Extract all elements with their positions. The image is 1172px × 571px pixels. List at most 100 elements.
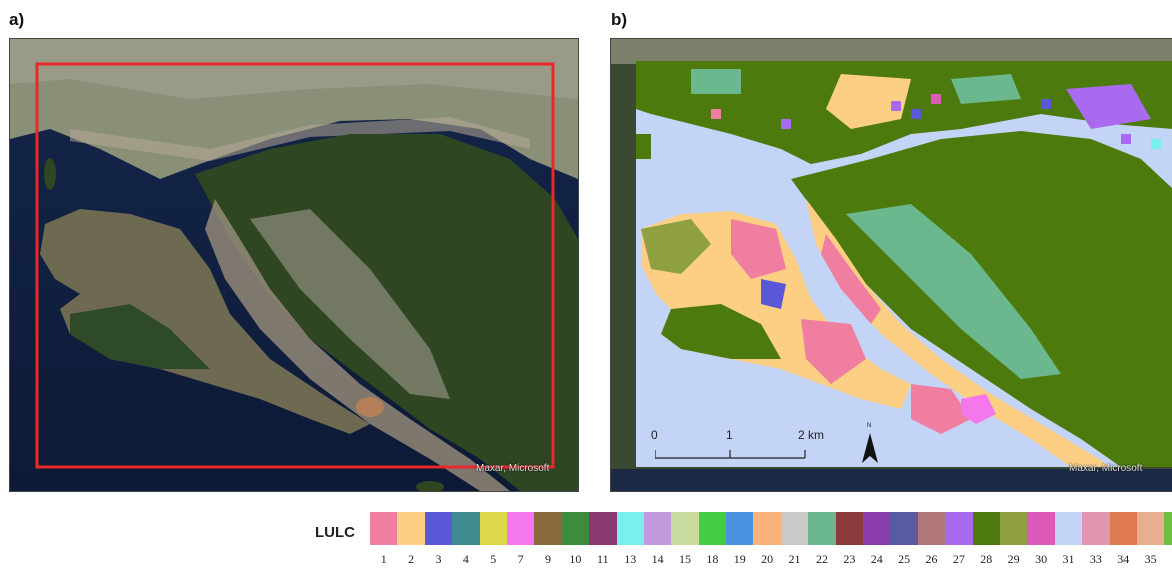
legend-class-code: 30 [1035, 552, 1048, 566]
legend-swatch [835, 512, 864, 545]
legend-item: 5 [479, 512, 507, 567]
legend-swatch [424, 512, 453, 545]
legend-item: 34 [1109, 512, 1137, 567]
legend-swatch [370, 512, 398, 545]
legend-class-code: 31 [1062, 552, 1075, 566]
legend-item: 35 [1136, 512, 1165, 567]
legend-class-code: 22 [815, 552, 828, 566]
legend-class-code: 4 [462, 552, 469, 566]
lulc-map[interactable]: Maxar, Microsoft [610, 38, 1172, 492]
legend-class-code: 23 [843, 552, 856, 566]
legend-item: 20 [753, 512, 781, 567]
legend-class-code: 27 [952, 552, 965, 566]
legend-swatch [671, 512, 699, 545]
legend-swatch [479, 512, 507, 545]
legend-swatch [1054, 512, 1083, 545]
panel-a-label: a) [9, 10, 25, 29]
legend-swatch [917, 512, 946, 545]
legend-swatch [780, 512, 809, 545]
legend-swatch [616, 512, 644, 545]
legend-class-code: 36 [1164, 552, 1172, 567]
legend-swatch [808, 512, 836, 545]
north-label: N [867, 423, 872, 429]
legend-item: 25 [890, 512, 918, 567]
legend-class-code: 14 [651, 552, 664, 566]
panel-b-label: b) [611, 10, 628, 29]
legend-item: 23 [835, 512, 864, 567]
legend-class-code: 10 [569, 552, 582, 566]
legend-title: LULC [315, 524, 355, 541]
legend-class-code: 18 [706, 552, 719, 566]
legend-item: 2 [397, 512, 425, 567]
legend-swatch [589, 512, 617, 545]
scale-tick-1: 1 [726, 428, 733, 442]
legend-item: 27 [945, 512, 973, 567]
legend-item: 33 [1082, 512, 1110, 567]
legend-item: 4 [452, 512, 480, 567]
legend-item: 24 [863, 512, 891, 567]
legend-swatch [972, 512, 1000, 545]
legend-item: 26 [917, 512, 946, 567]
legend-item: 13 [616, 512, 644, 567]
legend-swatch [506, 512, 535, 545]
scale-tick-0: 0 [651, 428, 658, 442]
legend-swatch [1136, 512, 1165, 545]
legend-swatch [1082, 512, 1110, 545]
legend-swatch [1027, 512, 1055, 545]
scale-tick-2: 2 km [798, 428, 825, 442]
satellite-image [10, 39, 578, 491]
legend-item: 10 [561, 512, 590, 567]
legend-swatch [397, 512, 425, 545]
legend-class-code: 1 [380, 552, 387, 566]
legend-item: 11 [589, 512, 617, 567]
legend-swatch-list: 1 2 3 4 5 7 9 10 11 13 14 15 18 19 20 21 22 23 24 25 26 27 28 2… [370, 512, 1172, 567]
legend-class-code: 28 [980, 552, 993, 566]
legend-item: 18 [698, 512, 727, 567]
legend-item: 14 [643, 512, 672, 567]
legend-class-code: 21 [788, 552, 801, 566]
legend-item: 1 [370, 512, 398, 567]
legend-class-code: 24 [870, 552, 883, 566]
legend-class-code: 13 [624, 552, 637, 566]
legend-swatch [643, 512, 672, 545]
legend-class-code: 2 [408, 552, 415, 566]
legend-item: 22 [808, 512, 836, 567]
legend-item: 21 [780, 512, 809, 567]
legend-class-code: 29 [1007, 552, 1020, 566]
map-attribution: Maxar, Microsoft [476, 463, 550, 474]
lulc-legend: LULC 1 2 3 4 5 7 9 10 11 13 14 15 18 19 20 21 22 23 24 25 26… [310, 512, 1172, 567]
legend-class-code: 35 [1144, 552, 1157, 566]
satellite-map[interactable]: Maxar, Microsoft [9, 38, 579, 492]
legend-item: 9 [534, 512, 562, 567]
legend-class-code: 9 [545, 552, 552, 566]
legend-swatch [753, 512, 781, 545]
legend-class-code: 7 [517, 552, 524, 566]
legend-swatch [726, 512, 754, 545]
legend-item: 31 [1054, 512, 1083, 567]
legend-swatch [1109, 512, 1137, 545]
legend-class-code: 5 [490, 552, 497, 566]
legend-item: 15 [671, 512, 699, 567]
legend-swatch [452, 512, 480, 545]
lulc-classification-image [611, 39, 1172, 491]
legend-class-code: 19 [733, 552, 746, 566]
legend-item: 19 [726, 512, 754, 567]
legend-class-code: 25 [898, 552, 911, 566]
scale-bar: 0 1 2 km [651, 428, 825, 468]
legend-class-code: 3 [435, 552, 442, 566]
legend-class-code: 26 [925, 552, 938, 566]
legend-swatch [561, 512, 590, 545]
legend-swatch [890, 512, 918, 545]
legend-swatch [534, 512, 562, 545]
legend-item: 29 [999, 512, 1028, 567]
legend-class-code: 33 [1089, 552, 1102, 566]
legend-item: 36 [1164, 512, 1172, 567]
legend-class-code: 11 [597, 552, 609, 566]
legend-class-code: 15 [678, 552, 691, 566]
legend-class-code: 34 [1117, 552, 1130, 566]
north-arrow-icon: N [860, 423, 880, 465]
legend-swatch [698, 512, 727, 545]
legend-item: 3 [424, 512, 453, 567]
legend-swatch [863, 512, 891, 545]
legend-swatch [999, 512, 1028, 545]
